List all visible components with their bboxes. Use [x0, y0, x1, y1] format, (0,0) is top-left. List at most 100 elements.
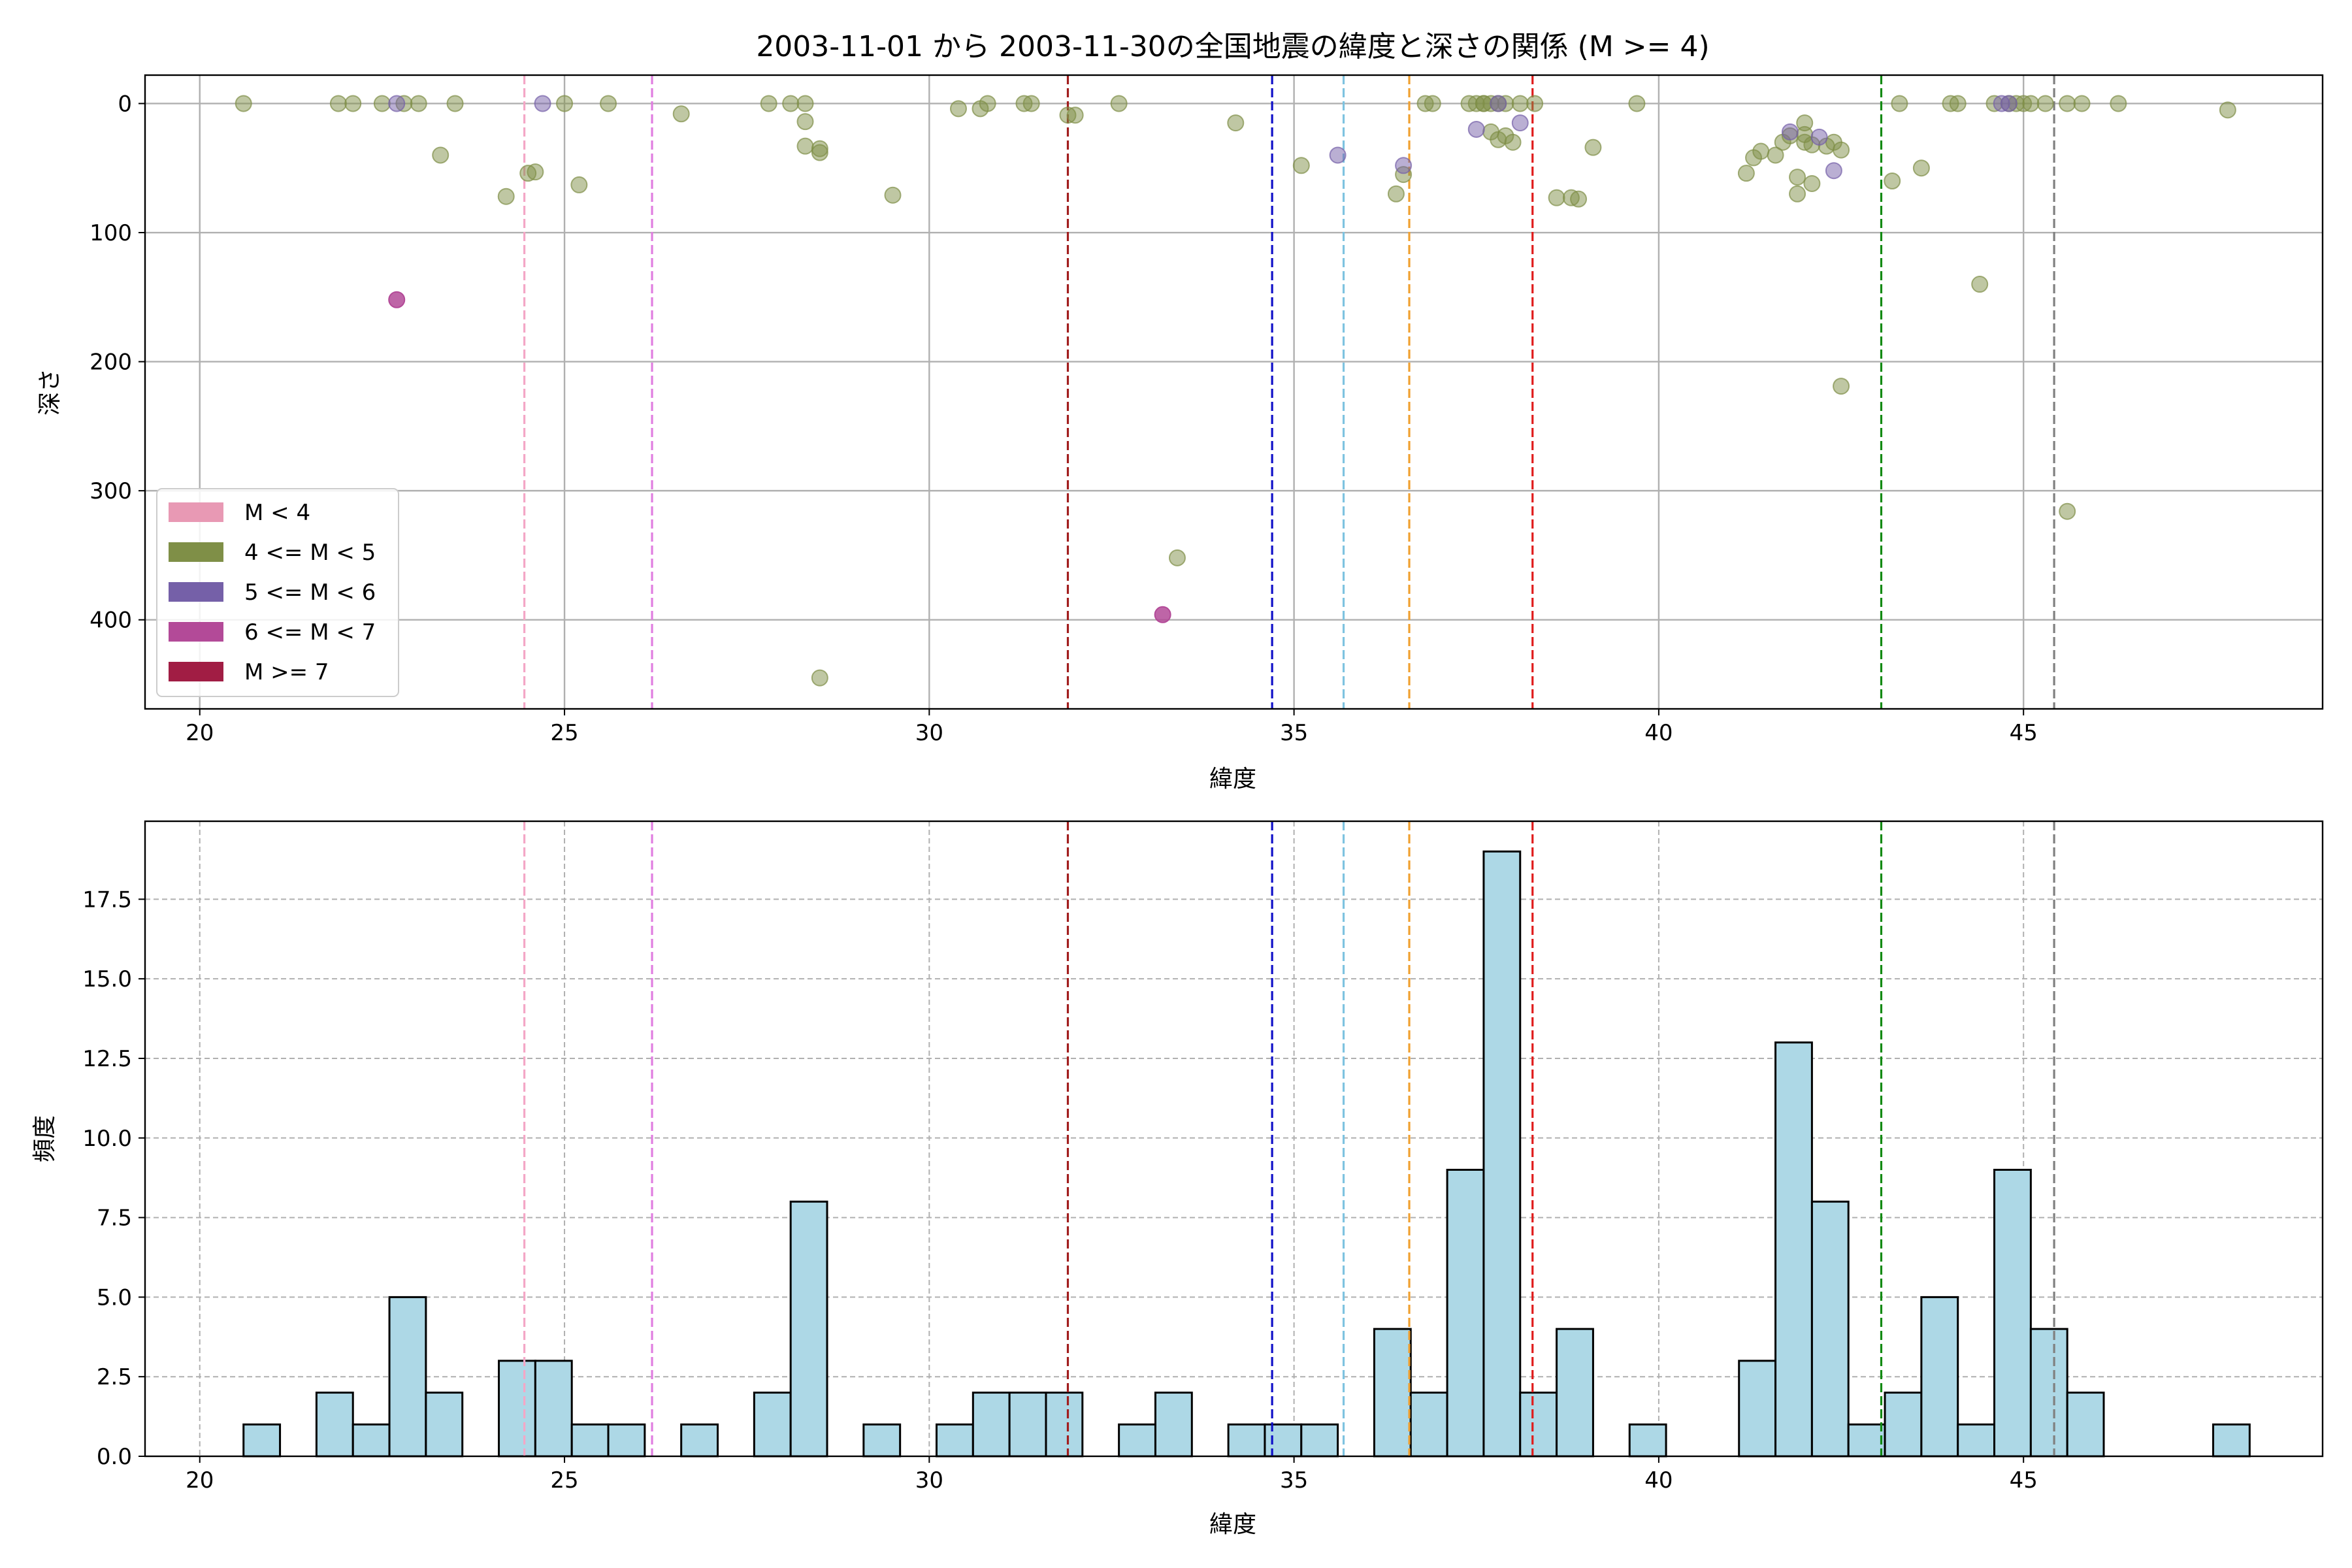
scatter-panel: 2003-11-01 から 2003-11-30の全国地震の緯度と深さの関係 (…	[37, 30, 2324, 792]
histogram-bar	[1118, 1423, 1156, 1458]
data-point	[329, 95, 347, 112]
legend-box	[156, 488, 399, 697]
data-point	[570, 176, 588, 193]
histogram-y-axis-label: 頻度	[31, 1115, 58, 1162]
data-point	[1329, 146, 1347, 164]
histogram-bar	[862, 1423, 902, 1458]
histogram-bar	[388, 1296, 427, 1458]
scatter-title: 2003-11-01 から 2003-11-30の全国地震の緯度と深さの関係 (…	[756, 30, 1709, 63]
histogram-bar	[1628, 1423, 1667, 1458]
legend-item-m-4-5: 4 <= M < 5	[169, 540, 376, 566]
histogram-bar	[570, 1423, 610, 1458]
data-point	[1022, 95, 1040, 112]
legend-swatch	[169, 622, 223, 642]
data-point	[884, 186, 902, 204]
data-point	[782, 95, 800, 112]
data-point	[2036, 95, 2054, 112]
data-point	[1387, 185, 1405, 203]
data-point	[432, 146, 449, 164]
x-tick-label: 20	[186, 1467, 214, 1494]
histogram-bar	[1446, 1169, 1485, 1458]
data-point	[1227, 114, 1245, 132]
data-point	[1511, 95, 1529, 112]
histogram-bar	[351, 1423, 391, 1458]
y-tick-label: 5.0	[97, 1284, 132, 1311]
data-point	[388, 291, 406, 308]
data-point	[2059, 502, 2076, 520]
histogram-bar	[607, 1423, 646, 1458]
x-tick-label: 40	[1644, 720, 1673, 746]
data-point	[446, 95, 464, 112]
histogram-x-ticks: 20 25 30 35 40 45	[186, 1456, 2038, 1494]
histogram-reference-lines	[523, 821, 2055, 1456]
legend-label: 5 <= M < 6	[244, 580, 376, 606]
x-tick-label: 35	[1280, 720, 1308, 746]
data-point	[527, 163, 544, 181]
data-point	[1949, 95, 1967, 112]
data-point	[1424, 95, 1441, 112]
data-point	[1154, 606, 1171, 623]
data-point	[1511, 114, 1529, 132]
data-point	[1810, 128, 1828, 146]
data-point	[1584, 139, 1602, 156]
histogram-bar	[1957, 1423, 1996, 1458]
data-point	[949, 100, 967, 118]
data-point	[600, 95, 617, 112]
data-point	[1833, 141, 1850, 159]
scatter-x-ticks: 20 25 30 35 40 45	[186, 709, 2038, 746]
y-tick-label: 0	[118, 91, 132, 117]
histogram-bar	[935, 1423, 974, 1458]
x-tick-label: 35	[1280, 1467, 1308, 1494]
x-tick-label: 25	[550, 720, 578, 746]
scatter-y-ticks: 0 100 200 300 400	[90, 91, 145, 634]
histogram-bar	[1409, 1392, 1448, 1458]
legend-swatch	[169, 582, 223, 602]
y-tick-label: 2.5	[97, 1364, 132, 1390]
x-tick-label: 30	[915, 1467, 943, 1494]
data-point	[534, 95, 551, 112]
data-point	[388, 95, 406, 112]
data-point	[1737, 165, 1755, 182]
histogram-panel: 20 25 30 35 40 45 0.0 2.5 5.0 7.5 10.0 12.5 15.0 17.…	[31, 820, 2324, 1538]
y-tick-label: 200	[90, 350, 132, 376]
data-point	[796, 95, 814, 112]
data-point	[1891, 95, 1908, 112]
x-tick-label: 25	[550, 1467, 578, 1494]
y-tick-label: 15.0	[82, 966, 132, 992]
data-point	[1292, 157, 1310, 174]
legend-swatch	[169, 502, 223, 522]
x-tick-label: 20	[186, 720, 214, 746]
data-point	[1781, 123, 1799, 140]
histogram-bar	[1482, 850, 1522, 1458]
y-tick-label: 7.5	[97, 1205, 132, 1232]
data-point	[760, 95, 777, 112]
y-tick-label: 12.5	[82, 1046, 132, 1072]
histogram-bar	[1774, 1041, 1813, 1458]
data-point	[2022, 95, 2040, 112]
data-point	[410, 95, 427, 112]
legend-item-m-lt-4: M < 4	[169, 500, 310, 526]
y-tick-label: 300	[90, 478, 132, 504]
histogram-bar	[753, 1392, 792, 1458]
scatter-x-axis-label: 緯度	[1209, 766, 1256, 792]
y-tick-label: 0.0	[97, 1444, 132, 1470]
scatter-frame	[144, 74, 2324, 710]
data-point	[2110, 95, 2127, 112]
legend-label: 6 <= M < 7	[244, 619, 376, 645]
data-point	[2059, 95, 2076, 112]
data-point	[796, 137, 814, 155]
data-point	[1796, 114, 1814, 132]
data-point	[1066, 106, 1084, 124]
histogram-bar	[1300, 1423, 1339, 1458]
histogram-frame	[144, 820, 2324, 1458]
data-point	[1628, 95, 1646, 112]
data-point	[556, 95, 574, 112]
histogram-bar	[789, 1200, 828, 1458]
data-point	[1570, 190, 1588, 208]
histogram-bar	[1556, 1328, 1594, 1458]
legend-item-m-6-7: 6 <= M < 7	[169, 619, 376, 645]
histogram-bars	[242, 850, 2251, 1458]
histogram-bar	[1008, 1392, 1047, 1458]
histogram-bar	[1810, 1200, 1850, 1458]
